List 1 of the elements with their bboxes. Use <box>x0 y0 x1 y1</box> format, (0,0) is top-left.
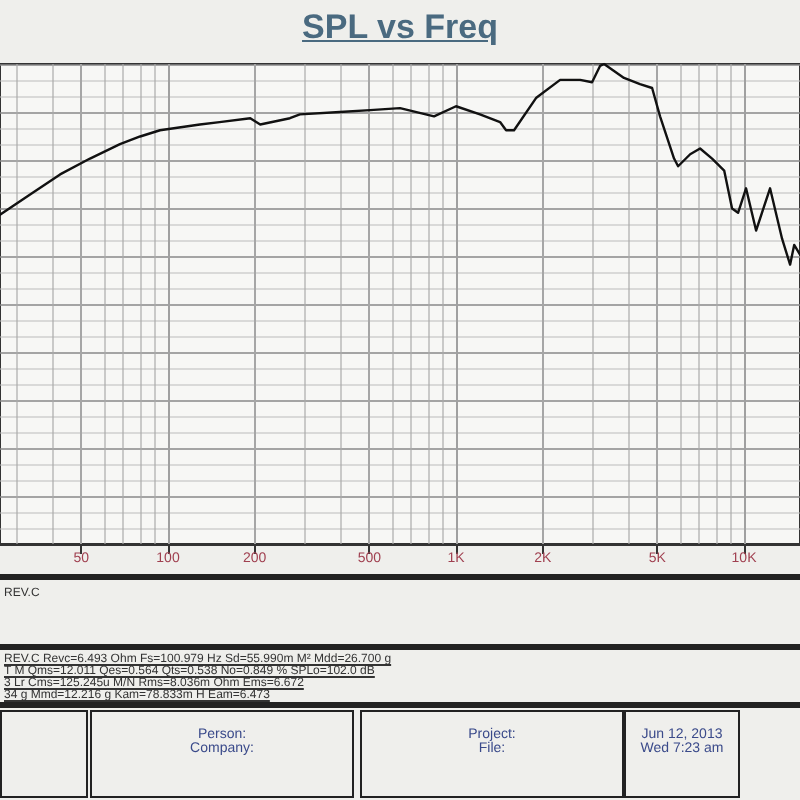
chart-title: SPL vs Freq <box>300 8 500 48</box>
